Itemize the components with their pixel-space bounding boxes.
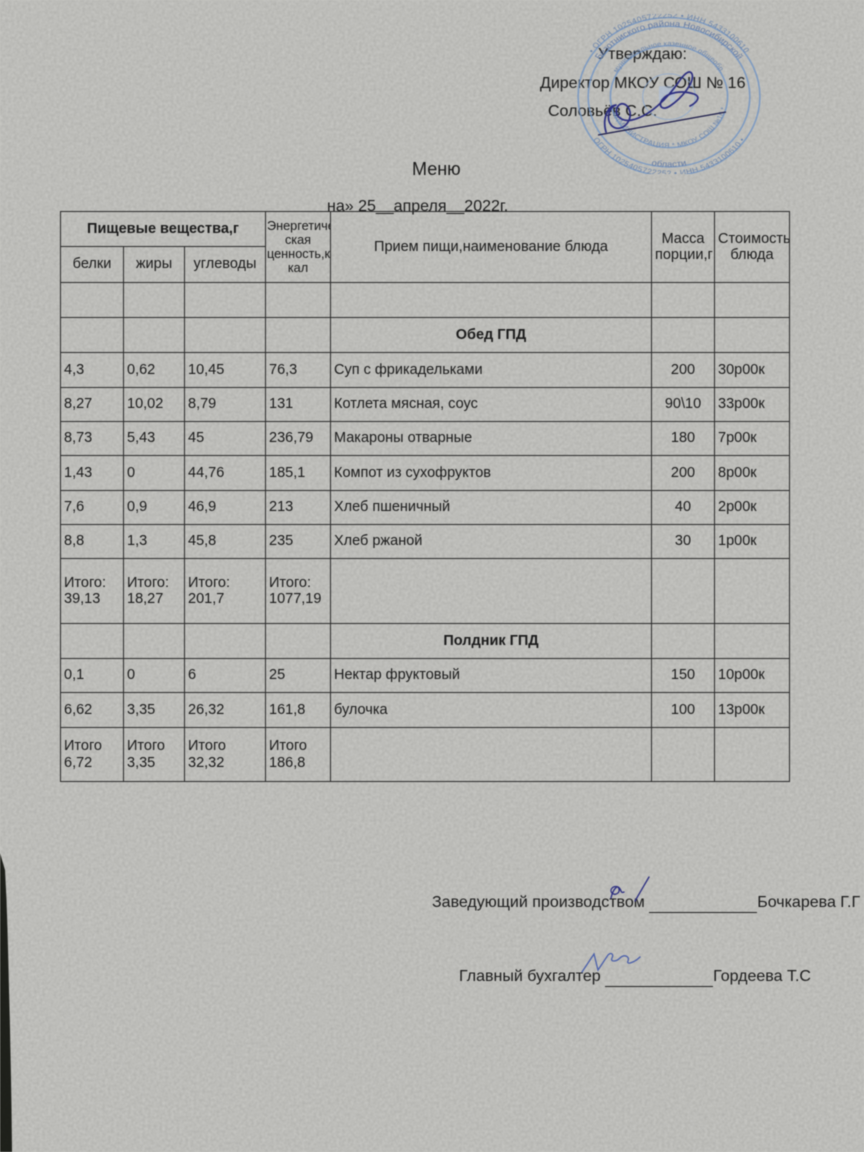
svg-text:области: области <box>651 158 687 169</box>
